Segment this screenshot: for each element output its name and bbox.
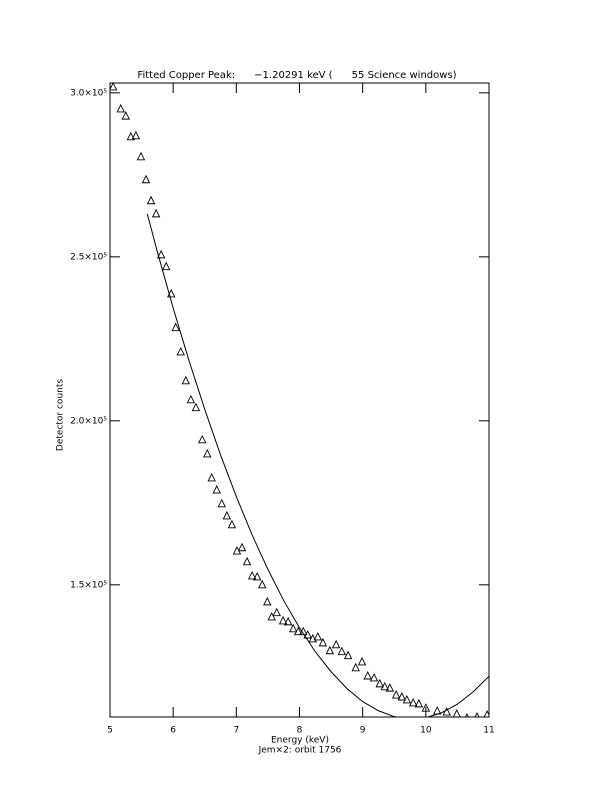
- data-point: [217, 498, 227, 508]
- plot-area: [110, 83, 489, 717]
- data-point: [380, 681, 390, 691]
- data-point: [161, 261, 171, 271]
- data-point: [207, 472, 216, 482]
- data-point: [294, 626, 303, 636]
- data-point: [397, 691, 407, 701]
- data-point: [191, 402, 201, 412]
- chart-title: Fitted Copper Peak: −1.20291 keV ( 55 Sc…: [137, 70, 456, 81]
- y-tick-label: 2.0×10⁵: [70, 416, 107, 426]
- data-point: [278, 615, 288, 625]
- data-point: [131, 130, 141, 140]
- y-tick-label: 1.5×10⁵: [70, 580, 107, 590]
- data-point: [452, 709, 461, 717]
- data-point: [116, 103, 125, 113]
- data-point: [402, 694, 412, 704]
- data-point: [331, 639, 341, 649]
- data-point: [222, 510, 232, 520]
- x-tick-label: 7: [233, 726, 239, 736]
- data-point: [385, 683, 395, 692]
- data-point: [351, 662, 360, 672]
- data-point: [237, 542, 247, 552]
- data-point: [313, 631, 323, 641]
- data-point: [156, 249, 166, 259]
- data-point: [263, 596, 272, 606]
- data-point: [186, 394, 196, 404]
- y-axis-label: Detector counts: [56, 379, 66, 451]
- data-point: [303, 629, 312, 639]
- y-tick-label: 2.5×10⁵: [70, 252, 107, 262]
- data-point: [203, 448, 212, 458]
- data-point: [308, 633, 317, 643]
- data-point: [272, 607, 281, 617]
- x-tick-label: 10: [420, 726, 432, 736]
- data-point: [474, 711, 480, 717]
- data-point: [212, 485, 221, 494]
- data-point: [283, 616, 293, 626]
- data-point: [414, 698, 424, 708]
- data-point: [391, 690, 401, 699]
- data-point: [288, 623, 298, 633]
- data-point: [141, 174, 151, 184]
- data-point: [176, 346, 185, 356]
- data-point: [442, 707, 451, 716]
- data-point: [363, 670, 372, 680]
- data-point: [369, 672, 379, 682]
- data-point: [325, 645, 335, 655]
- data-point: [375, 678, 384, 688]
- data-point: [197, 434, 207, 444]
- x-axis-label: Energy (keV): [271, 736, 329, 746]
- data-point: [171, 322, 180, 332]
- data-point: [146, 195, 156, 205]
- data-point: [408, 697, 418, 707]
- x-tick-label: 11: [483, 726, 494, 736]
- x-tick-label: 5: [107, 726, 113, 736]
- data-point: [252, 571, 262, 581]
- data-point: [258, 579, 267, 589]
- data-point: [343, 650, 353, 660]
- subtitle: Jem×2: orbit 1756: [258, 746, 342, 756]
- data-point: [318, 637, 328, 647]
- data-point: [151, 208, 161, 218]
- data-point: [126, 131, 136, 141]
- y-tick-label: 3.0×10⁵: [70, 88, 107, 98]
- data-point: [110, 83, 118, 91]
- plot-frame: [109, 82, 490, 718]
- x-tick-label: 8: [297, 726, 303, 736]
- data-point: [136, 151, 146, 161]
- data-point: [121, 111, 131, 120]
- fit-curve: [146, 213, 489, 717]
- x-tick-label: 9: [360, 726, 366, 736]
- data-point: [247, 570, 257, 580]
- x-tick-label: 6: [170, 726, 176, 736]
- data-point: [181, 375, 191, 385]
- data-point: [227, 519, 237, 529]
- data-point: [242, 556, 252, 566]
- data-point: [267, 611, 276, 621]
- data-point: [337, 646, 347, 656]
- data-point: [357, 656, 367, 666]
